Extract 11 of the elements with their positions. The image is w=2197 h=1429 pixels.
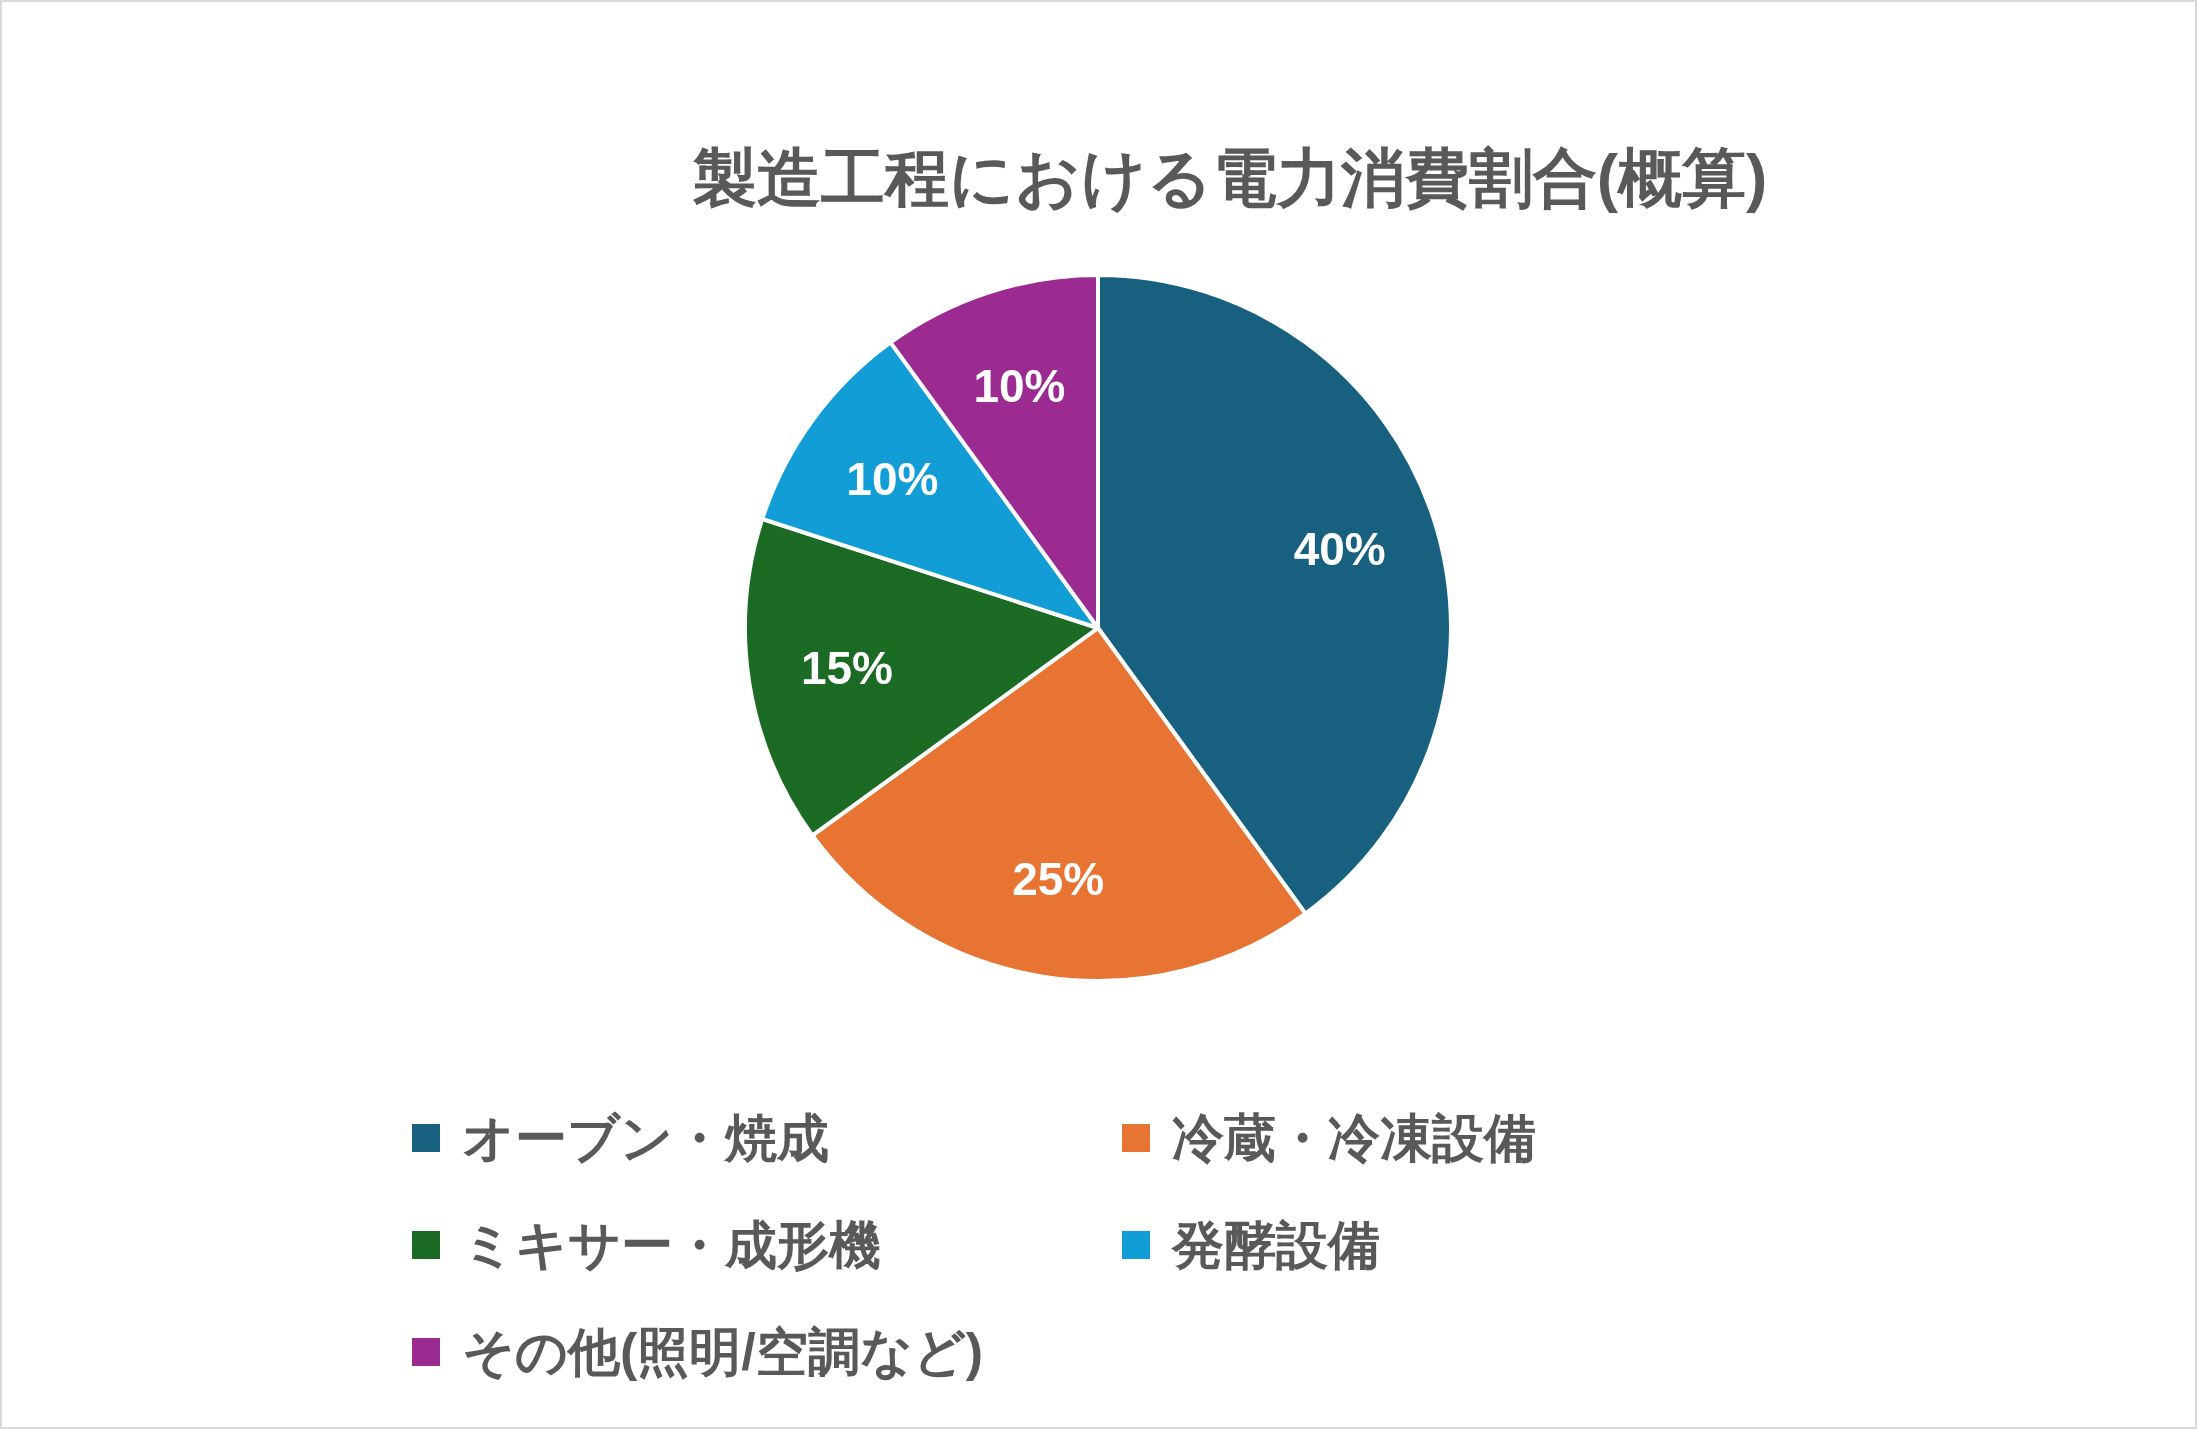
legend-label: その他(照明/空調など) (462, 1323, 984, 1381)
data-label: 40% (1293, 523, 1386, 576)
chart-title: 製造工程における電力消費割合(概算) (691, 142, 1768, 214)
data-label: 25% (1012, 853, 1105, 906)
data-label: 10% (846, 452, 939, 505)
data-label: 10% (973, 360, 1066, 413)
legend-label: オーブン・焼成 (462, 1109, 829, 1167)
data-label: 15% (800, 641, 894, 694)
legend-label: 発酵設備 (1170, 1216, 1380, 1274)
legend-label: 冷蔵・冷凍設備 (1172, 1109, 1536, 1167)
legend-label: ミキサー・成形機 (462, 1216, 881, 1274)
